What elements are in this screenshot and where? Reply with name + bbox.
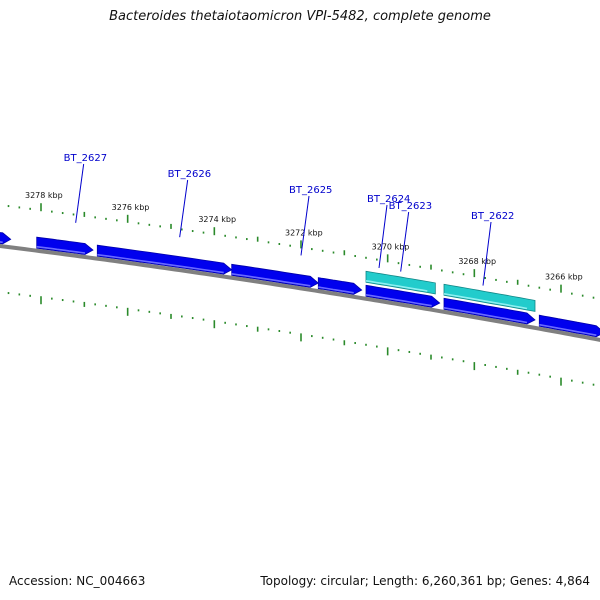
- gene-shading: [97, 253, 224, 274]
- tick-label: 3276 kbp: [112, 203, 150, 212]
- gene-shading: [365, 280, 428, 292]
- gene-track: [0, 228, 600, 338]
- gene-feature[interactable]: [231, 263, 320, 288]
- accession-text: Accession: NC_004663: [9, 574, 146, 588]
- gene-feature[interactable]: [0, 228, 12, 245]
- tick-label: 3278 kbp: [25, 191, 63, 200]
- gene-feature[interactable]: [317, 277, 363, 295]
- gene-shading: [318, 286, 354, 294]
- gene-feature[interactable]: [96, 244, 233, 275]
- gene-feature[interactable]: [443, 297, 536, 325]
- inner-tick-ring: [7, 292, 595, 386]
- tick-label: 3270 kbp: [372, 242, 410, 251]
- gene-shading: [443, 307, 528, 324]
- genome-backbone: [0, 243, 600, 342]
- gene-label[interactable]: BT_2622: [471, 211, 514, 222]
- gene-shading: [365, 294, 432, 307]
- gene-label[interactable]: BT_2625: [289, 185, 332, 196]
- gene-feature[interactable]: [443, 283, 536, 312]
- gene-feature[interactable]: [365, 270, 436, 295]
- gene-label-leader: [300, 195, 310, 256]
- gene-feature[interactable]: [36, 236, 94, 255]
- gene-label-leader: [400, 211, 410, 272]
- gene-label[interactable]: BT_2624: [367, 194, 410, 205]
- gene-feature[interactable]: [365, 284, 441, 308]
- tick-label: 3274 kbp: [198, 215, 236, 224]
- outer-tick-ring: [7, 203, 595, 299]
- genome-summary: Topology: circular; Length: 6,260,361 bp…: [260, 574, 590, 588]
- gene-shading: [443, 293, 528, 310]
- map-title: Bacteroides thetaiotaomicron VPI-5482, c…: [109, 9, 491, 24]
- gene-shading: [231, 273, 311, 287]
- tick-label: 3268 kbp: [458, 257, 496, 266]
- gene-feature[interactable]: [538, 314, 600, 338]
- gene-label-leader: [75, 163, 85, 223]
- gene-label[interactable]: BT_2627: [64, 153, 107, 164]
- gene-shading: [36, 245, 86, 254]
- gene-label-leader: [378, 204, 388, 268]
- gene-label-leader: [179, 179, 189, 238]
- gene-label-leader: [482, 221, 492, 286]
- gene-label[interactable]: BT_2626: [168, 169, 211, 180]
- gene-label[interactable]: BT_2623: [389, 201, 432, 212]
- gene-shading: [539, 323, 597, 336]
- tick-label: 3266 kbp: [545, 273, 583, 282]
